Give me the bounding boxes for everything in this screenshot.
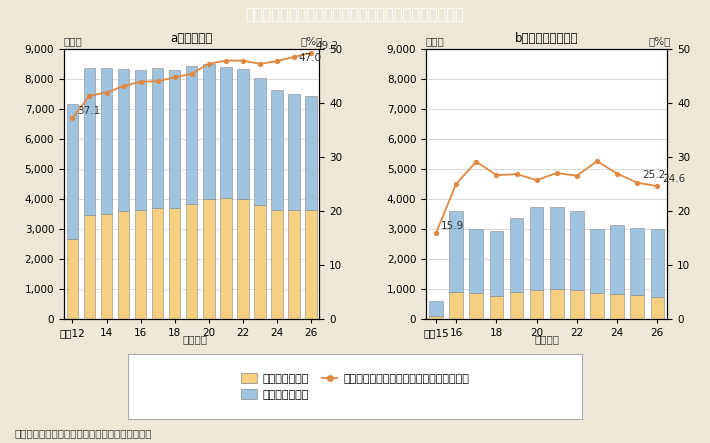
Bar [510, 218, 523, 292]
Text: （%）: （%） [300, 36, 323, 47]
Text: （人）: （人） [64, 36, 82, 47]
Bar [570, 291, 584, 319]
Bar [152, 209, 163, 319]
Text: （%）: （%） [648, 36, 671, 47]
Bar [590, 293, 604, 319]
Bar [135, 70, 146, 210]
Bar [271, 210, 283, 319]
Bar [430, 301, 443, 316]
Bar [288, 94, 300, 210]
Bar [305, 210, 317, 319]
Bar [186, 204, 197, 319]
Bar [590, 229, 604, 293]
Text: 37.1: 37.1 [77, 106, 100, 116]
Bar [169, 208, 180, 319]
Bar [305, 97, 317, 210]
Bar [203, 64, 214, 199]
Bar [530, 207, 543, 290]
Bar [84, 215, 95, 319]
Bar [530, 290, 543, 319]
Bar [449, 292, 463, 319]
Bar [630, 228, 644, 295]
Bar [650, 229, 664, 297]
Bar [67, 104, 78, 239]
Bar [220, 67, 231, 198]
Bar [550, 207, 564, 289]
Text: Ｉ－６－２図　社会人大学院入学者数の推移（男女別）: Ｉ－６－２図 社会人大学院入学者数の推移（男女別） [246, 7, 464, 22]
Bar [84, 68, 95, 215]
Bar [449, 211, 463, 292]
Legend: 社会人女子人数, 社会人男子人数, 社会人入学者に占める女子割合（右目盛）: 社会人女子人数, 社会人男子人数, 社会人入学者に占める女子割合（右目盛） [238, 370, 472, 403]
Bar [169, 70, 180, 208]
Text: 15.9: 15.9 [441, 221, 464, 231]
Bar [611, 225, 624, 294]
Bar [550, 289, 564, 319]
Bar [203, 199, 214, 319]
Bar [237, 69, 248, 199]
Bar [237, 199, 248, 319]
Bar [152, 68, 163, 209]
Bar [288, 210, 300, 319]
Bar [469, 229, 483, 293]
Bar [510, 292, 523, 319]
Text: （備考）文部科学省「学校基本調査」より作成。: （備考）文部科学省「学校基本調査」より作成。 [14, 428, 152, 439]
Text: 24.6: 24.6 [662, 174, 686, 184]
Bar [67, 239, 78, 319]
Bar [650, 297, 664, 319]
Title: b．専門職学位課程: b．専門職学位課程 [515, 32, 579, 45]
Text: 49.2: 49.2 [315, 41, 339, 51]
Bar [118, 211, 129, 319]
Bar [430, 316, 443, 319]
Bar [611, 294, 624, 319]
Bar [271, 89, 283, 210]
Text: （人）: （人） [426, 36, 444, 47]
Text: 25.2: 25.2 [643, 171, 665, 180]
Bar [135, 210, 146, 319]
Text: （年度）: （年度） [182, 334, 208, 345]
Bar [570, 211, 584, 291]
Bar [220, 198, 231, 319]
Title: a．修士課程: a．修士課程 [170, 32, 213, 45]
Text: 47.0: 47.0 [298, 53, 322, 62]
Bar [101, 214, 112, 319]
Bar [101, 68, 112, 214]
Bar [254, 78, 266, 206]
Bar [630, 295, 644, 319]
Bar [469, 293, 483, 319]
Bar [254, 206, 266, 319]
Bar [186, 66, 197, 204]
Bar [490, 231, 503, 295]
Bar [118, 70, 129, 211]
Text: （年度）: （年度） [534, 334, 559, 345]
Bar [490, 295, 503, 319]
